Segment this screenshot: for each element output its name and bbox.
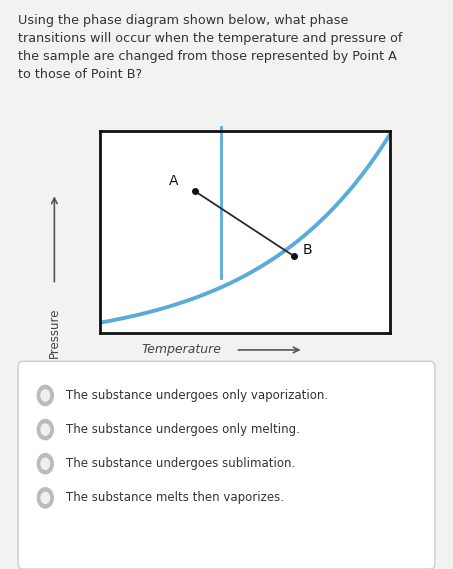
Text: B: B: [303, 243, 312, 257]
Text: A: A: [169, 175, 179, 188]
Text: The substance undergoes sublimation.: The substance undergoes sublimation.: [66, 457, 295, 470]
Text: The substance undergoes only melting.: The substance undergoes only melting.: [66, 423, 299, 436]
Text: Using the phase diagram shown below, what phase
transitions will occur when the : Using the phase diagram shown below, wha…: [18, 14, 403, 81]
Text: Temperature: Temperature: [141, 344, 221, 356]
Text: The substance melts then vaporizes.: The substance melts then vaporizes.: [66, 492, 284, 504]
Text: Pressure: Pressure: [48, 307, 61, 358]
Text: The substance undergoes only vaporization.: The substance undergoes only vaporizatio…: [66, 389, 328, 402]
